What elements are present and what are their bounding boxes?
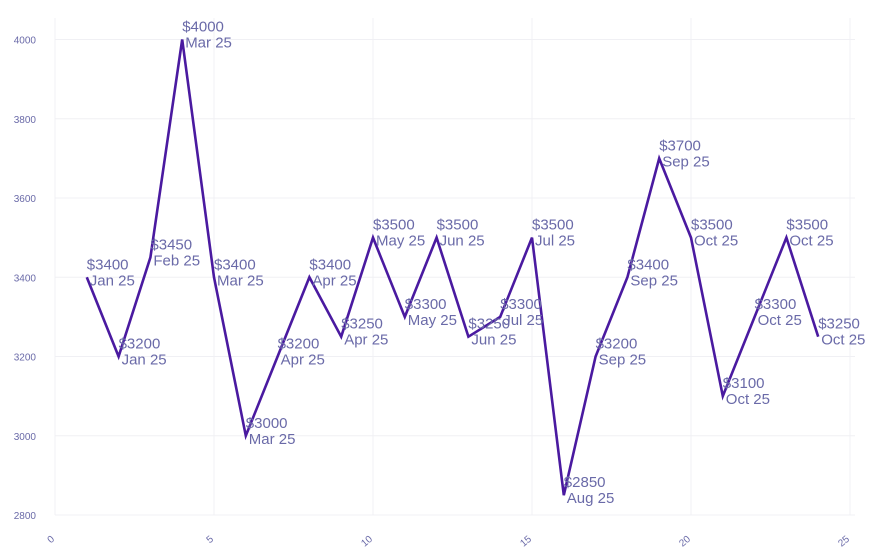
point-value-label: $3400 [309, 256, 351, 273]
y-tick-label: 2800 [14, 511, 37, 522]
point-value-label: $3250 [818, 316, 860, 333]
point-date-label: Jun 25 [471, 332, 516, 349]
point-date-label: Apr 25 [312, 272, 356, 289]
point-date-label: Sep 25 [599, 352, 647, 369]
point-value-label: $2850 [564, 474, 606, 491]
y-tick-label: 3800 [14, 115, 37, 126]
point-date-label: Jan 25 [90, 272, 135, 289]
point-date-label: May 25 [408, 312, 457, 329]
point-value-label: $3000 [246, 415, 288, 432]
x-tick-label: 25 [836, 534, 852, 550]
point-date-label: Jul 25 [535, 233, 575, 250]
x-tick-label: 20 [677, 534, 693, 550]
point-value-label: $3200 [278, 336, 320, 353]
point-date-label: Mar 25 [185, 35, 232, 52]
y-tick-label: 3400 [14, 273, 37, 284]
point-date-label: Jan 25 [122, 352, 167, 369]
y-gridlines [55, 39, 855, 516]
point-date-label: Jun 25 [440, 233, 485, 250]
point-date-label: Mar 25 [249, 431, 296, 448]
point-date-label: Feb 25 [153, 252, 200, 269]
point-value-label: $3300 [755, 296, 797, 313]
point-date-label: Oct 25 [821, 332, 865, 349]
point-value-label: $3400 [214, 256, 256, 273]
point-date-label: Oct 25 [789, 233, 833, 250]
point-value-label: $3250 [341, 316, 383, 333]
y-tick-label: 3600 [14, 194, 37, 205]
point-date-label: Oct 25 [758, 312, 802, 329]
point-date-label: Oct 25 [694, 233, 738, 250]
point-date-label: Mar 25 [217, 272, 264, 289]
x-gridlines [54, 18, 851, 515]
point-value-label: $3500 [532, 217, 574, 234]
y-tick-label: 3000 [14, 432, 37, 443]
point-value-label: $3300 [405, 296, 447, 313]
point-value-label: $3400 [87, 256, 129, 273]
x-tick-label: 0 [46, 534, 58, 546]
x-tick-label: 15 [518, 534, 534, 550]
point-value-label: $3450 [150, 236, 192, 253]
x-axis-ticks: 0 5 10 15 20 25 [46, 534, 853, 550]
y-tick-label: 4000 [14, 36, 37, 47]
point-date-label: Jul 25 [503, 312, 543, 329]
point-date-label: Sep 25 [662, 153, 710, 170]
point-value-label: $3500 [786, 217, 828, 234]
point-value-label: $3100 [723, 375, 765, 392]
point-date-label: Aug 25 [567, 490, 615, 507]
point-date-label: Sep 25 [630, 272, 678, 289]
x-tick-label: 10 [359, 534, 375, 550]
point-date-label: Apr 25 [344, 332, 388, 349]
point-value-label: $3200 [119, 336, 161, 353]
point-value-label: $3500 [691, 217, 733, 234]
point-value-label: $3500 [373, 217, 415, 234]
x-tick-label: 5 [205, 534, 217, 546]
point-date-label: May 25 [376, 233, 425, 250]
point-value-label: $4000 [182, 19, 224, 36]
point-value-label: $3700 [659, 137, 701, 154]
point-value-label: $3300 [500, 296, 542, 313]
point-value-label: $3250 [468, 316, 510, 333]
y-tick-label: 3200 [14, 353, 37, 364]
point-date-label: Oct 25 [726, 391, 770, 408]
point-value-label: $3400 [627, 256, 669, 273]
y-axis-ticks: 2800 3000 3200 3400 3600 3800 4000 [14, 36, 37, 523]
point-date-label: Apr 25 [281, 352, 325, 369]
point-value-label: $3200 [596, 336, 638, 353]
series-line [85, 39, 820, 496]
point-value-label: $3500 [437, 217, 479, 234]
